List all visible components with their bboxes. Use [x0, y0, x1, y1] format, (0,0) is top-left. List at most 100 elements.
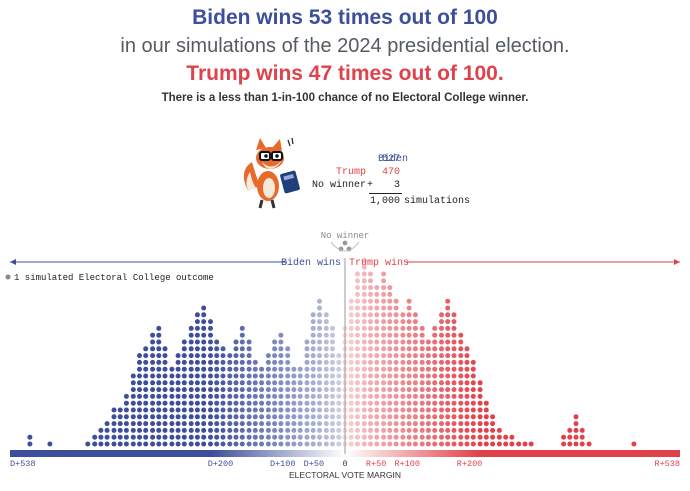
biden-outcome-dot — [150, 393, 156, 399]
biden-outcome-dot — [143, 441, 149, 447]
biden-outcome-dot — [291, 427, 297, 433]
trump-outcome-dot — [432, 325, 438, 331]
legend-dot — [5, 274, 11, 280]
biden-outcome-dot — [239, 434, 245, 440]
trump-outcome-dot — [393, 380, 399, 386]
biden-outcome-dot — [227, 393, 233, 399]
biden-outcome-dot — [278, 366, 284, 372]
trump-outcome-dot — [496, 427, 502, 433]
biden-outcome-dot — [175, 353, 181, 359]
trump-outcome-dot — [425, 441, 431, 447]
biden-outcome-dot — [201, 332, 207, 338]
tally-total-value: 1,000 — [370, 196, 401, 207]
biden-outcome-dot — [278, 346, 284, 352]
trump-outcome-dot — [361, 380, 367, 386]
biden-outcome-dot — [227, 380, 233, 386]
trump-outcome-dot — [387, 421, 393, 427]
trump-outcome-dot — [361, 332, 367, 338]
trump-outcome-dot — [368, 319, 373, 325]
trump-outcome-dot — [445, 393, 451, 399]
biden-outcome-dot — [194, 407, 200, 413]
biden-outcome-dot — [304, 441, 310, 447]
biden-outcome-dot — [323, 400, 329, 406]
trump-outcome-dot — [439, 366, 444, 372]
biden-outcome-dot — [227, 427, 233, 433]
trump-outcome-dot — [348, 387, 354, 393]
biden-outcome-dot — [233, 393, 239, 399]
biden-outcome-dot — [285, 359, 291, 365]
trump-outcome-dot — [381, 407, 387, 413]
trump-outcome-dot — [425, 427, 431, 433]
trump-outcome-dot — [579, 434, 585, 440]
biden-outcome-dot — [181, 373, 187, 379]
trump-outcome-dot — [573, 441, 579, 447]
trump-outcome-dot — [451, 434, 457, 440]
trump-outcome-dot — [451, 353, 457, 359]
biden-outcome-dot — [278, 427, 284, 433]
trump-outcome-dot — [381, 359, 387, 365]
biden-outcome-dot — [130, 373, 136, 379]
trump-outcome-dot — [374, 427, 380, 433]
tally-total-label: simulations — [404, 196, 471, 207]
biden-outcome-dot — [194, 427, 200, 433]
biden-outcome-dot — [220, 427, 226, 433]
trump-outcome-dot — [361, 298, 367, 304]
trump-outcome-dot — [381, 427, 387, 433]
trump-outcome-dot — [368, 380, 373, 386]
biden-outcome-dot — [278, 441, 284, 447]
trump-outcome-dot — [368, 359, 373, 365]
biden-outcome-dot — [291, 380, 297, 386]
biden-outcome-dot — [252, 400, 258, 406]
trump-outcome-dot — [470, 407, 476, 413]
biden-outcome-dot — [246, 434, 252, 440]
trump-outcome-dot — [412, 434, 418, 440]
trump-outcome-dot — [355, 373, 360, 379]
tally-trump-value: 470 — [381, 167, 400, 178]
biden-outcome-dot — [272, 380, 278, 386]
trump-outcome-dot — [393, 387, 399, 393]
biden-outcome-dot — [239, 421, 245, 427]
biden-outcome-dot — [297, 380, 303, 386]
trump-outcome-dot — [451, 325, 457, 331]
biden-outcome-dot — [272, 339, 278, 345]
trump-outcome-dot — [355, 271, 360, 277]
trump-outcome-dot — [406, 332, 412, 338]
trump-outcome-dot — [477, 387, 483, 393]
trump-outcome-dot — [425, 373, 431, 379]
biden-outcome-dot — [143, 427, 149, 433]
trump-outcome-dot — [419, 339, 425, 345]
biden-outcome-dot — [162, 346, 168, 352]
trump-outcome-dot — [432, 339, 438, 345]
biden-outcome-dot — [310, 400, 316, 406]
trump-headline: Trump wins 47 times out of 100. — [186, 62, 504, 85]
biden-outcome-dot — [169, 366, 175, 372]
trump-outcome-dot — [432, 414, 438, 420]
biden-outcome-dot — [181, 434, 187, 440]
biden-outcome-dot — [278, 434, 284, 440]
biden-outcome-dot — [130, 441, 136, 447]
biden-outcome-dot — [175, 393, 181, 399]
trump-outcome-dot — [381, 380, 387, 386]
biden-outcome-dot — [239, 346, 245, 352]
trump-outcome-dot — [374, 359, 380, 365]
biden-outcome-dot — [330, 421, 335, 427]
biden-outcome-dot — [156, 339, 162, 345]
biden-outcome-dot — [194, 366, 200, 372]
trump-outcome-dot — [439, 427, 444, 433]
trump-outcome-dot — [406, 421, 412, 427]
trump-outcome-dot — [355, 407, 360, 413]
trump-outcome-dot — [361, 387, 367, 393]
biden-outcome-dot — [239, 332, 245, 338]
trump-outcome-dot — [451, 346, 457, 352]
trump-outcome-dot — [348, 434, 354, 440]
trump-outcome-dot — [348, 346, 354, 352]
biden-outcome-dot — [259, 387, 265, 393]
biden-outcome-dot — [239, 427, 245, 433]
trump-outcome-dot — [412, 387, 418, 393]
biden-outcome-dot — [175, 434, 181, 440]
trump-outcome-dot — [374, 312, 380, 318]
biden-outcome-dot — [259, 400, 265, 406]
trump-outcome-dot — [439, 359, 444, 365]
biden-outcome-dot — [265, 414, 271, 420]
biden-outcome-dot — [265, 373, 271, 379]
